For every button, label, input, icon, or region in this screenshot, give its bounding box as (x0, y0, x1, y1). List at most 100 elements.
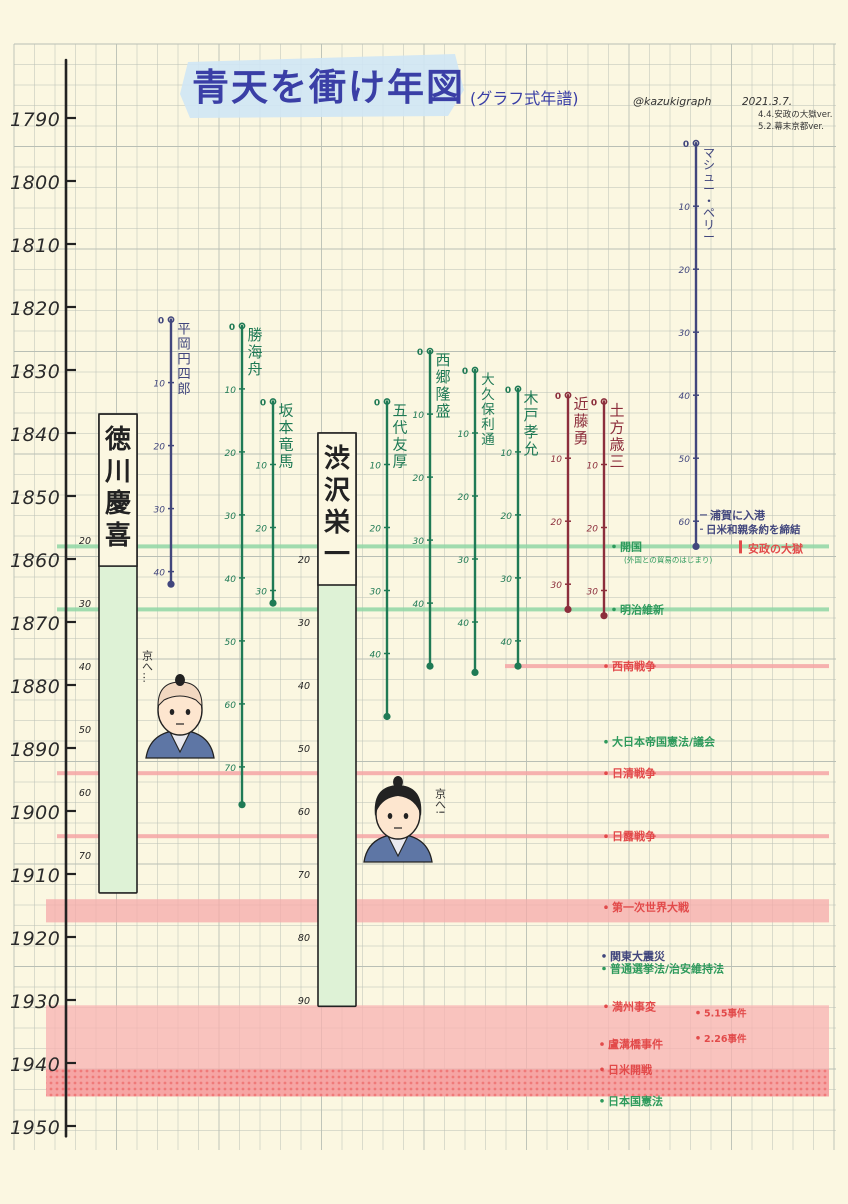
figure-name-char: 馬 (278, 453, 293, 471)
figure-age-label: 0 (591, 399, 597, 409)
figure-name-char: 久 (481, 387, 495, 403)
figure-age-label: 30 (225, 512, 237, 522)
figure-age-label: 20 (501, 512, 513, 522)
axis-tick-label: 1890 (10, 739, 60, 761)
event-label: 西南戦争 (612, 659, 656, 673)
axis-tick-label: 1870 (10, 613, 60, 635)
figure-death-dot (600, 612, 608, 620)
figure-age-label: 60 (79, 788, 91, 799)
event-label: 盧溝橋事件 (608, 1037, 663, 1051)
figure-age-label: 30 (679, 329, 691, 339)
figure-age-label: 20 (154, 443, 166, 453)
axis-tick-label: 1940 (10, 1054, 60, 1076)
event-dot (604, 739, 608, 744)
event-dot (602, 954, 606, 958)
figure-age-label: 0 (229, 323, 235, 333)
axis-tick-label: 1810 (10, 235, 60, 257)
figure-name-char: マ (703, 146, 715, 160)
event-dot (600, 1067, 604, 1072)
figure-age-label: 20 (225, 449, 237, 459)
figure-name-char: 戸 (523, 406, 538, 424)
figure-birth-dot (514, 385, 522, 393)
figure-name-char: 三 (609, 453, 624, 471)
figure-name-char: 方 (609, 419, 624, 437)
event-dot (612, 544, 616, 549)
figure-age-label: 10 (370, 462, 382, 472)
figure-age-label: 0 (683, 140, 689, 150)
figure-name-char: 舟 (247, 360, 262, 378)
event-marker (739, 540, 742, 554)
figure-age-label: 10 (225, 386, 237, 396)
figure-name-char: 近 (573, 395, 588, 413)
event-band (505, 664, 829, 669)
event-label: 普通選挙法/治安維持法 (610, 962, 724, 976)
figure-age-label: 0 (374, 399, 380, 409)
figure-age-label: 30 (256, 588, 268, 598)
figure-age-label: 80 (298, 933, 310, 944)
figure-death-dot (692, 542, 700, 551)
event-label: 開国 (620, 540, 642, 553)
figure-age-label: 30 (458, 556, 470, 566)
figure-name-char: 盛 (435, 402, 450, 420)
figure-name-char: 友 (392, 436, 407, 454)
figure-age-label: 70 (298, 870, 310, 881)
figure-age-label: 70 (225, 764, 237, 774)
figure-name-char: 喜 (105, 521, 131, 551)
figure-age-label: 10 (551, 455, 563, 465)
figure-birth-dot (167, 316, 175, 323)
event-dot (600, 1099, 604, 1103)
event-band (46, 1069, 829, 1097)
figure-age-label: 40 (501, 638, 513, 648)
figure-name-char: 円 (177, 352, 191, 368)
event-label: 日露戦争 (612, 829, 656, 843)
date-2: 4.4.安政の大獄ver. (758, 109, 832, 120)
figure-勝海舟: 0 10 20 30 40 50 60 70 勝海舟 (225, 322, 263, 809)
figure-age-label: 20 (298, 555, 310, 566)
event-label: 日本国憲法 (608, 1094, 663, 1108)
figure-name-char: 隆 (435, 385, 450, 403)
figure-age-label: 30 (154, 506, 166, 516)
figure-age-label: 50 (679, 455, 691, 465)
figure-age-label: 20 (370, 525, 382, 535)
figure-age-label: 50 (225, 638, 237, 648)
event-bands (46, 544, 829, 1097)
year-axis: 1790 1800 1810 1820 1830 1840 1850 1860 1870 1880… (10, 58, 76, 1139)
figure-age-label: 40 (225, 575, 237, 585)
figure-death-dot (564, 605, 572, 614)
figure-age-label: 0 (505, 386, 511, 396)
figure-name-char: 川 (105, 457, 131, 487)
figure-death-dot (471, 668, 479, 677)
figure-name-char: 通 (481, 432, 495, 448)
event-note: (外国との貿易のはじまり) (624, 554, 712, 564)
figure-name-char: ・ (703, 194, 715, 208)
date-3: 5.2.幕末京都ver. (758, 121, 824, 132)
event-label: 5.15事件 (704, 1008, 747, 1020)
figure-age-label: 30 (501, 575, 513, 585)
figure-name-char: 竜 (278, 436, 293, 454)
figure-name-char: 木 (523, 389, 538, 407)
event-label: 関東大震災 (610, 949, 666, 963)
figure-name-char: ペ (703, 206, 715, 220)
figure-name-char: 利 (481, 417, 495, 433)
figure-death-dot (238, 801, 246, 809)
figure-age-label: 0 (462, 367, 468, 377)
axis-tick-label: 1840 (10, 424, 60, 446)
event-label: 日米開戦 (608, 1062, 653, 1076)
figure-name-char: ュ (703, 170, 715, 184)
figure-name-char: 西 (435, 351, 450, 369)
figure-name-char: 坂 (278, 402, 293, 420)
event-band (57, 607, 829, 612)
figure-age-label: 10 (587, 462, 599, 472)
figure-death-dot (514, 662, 522, 670)
figure-name-char: 土 (609, 402, 624, 420)
event-dot (696, 1010, 700, 1015)
figure-age-label: 30 (298, 618, 310, 629)
event-dot (604, 834, 608, 838)
figure-birth-dot (383, 398, 391, 405)
